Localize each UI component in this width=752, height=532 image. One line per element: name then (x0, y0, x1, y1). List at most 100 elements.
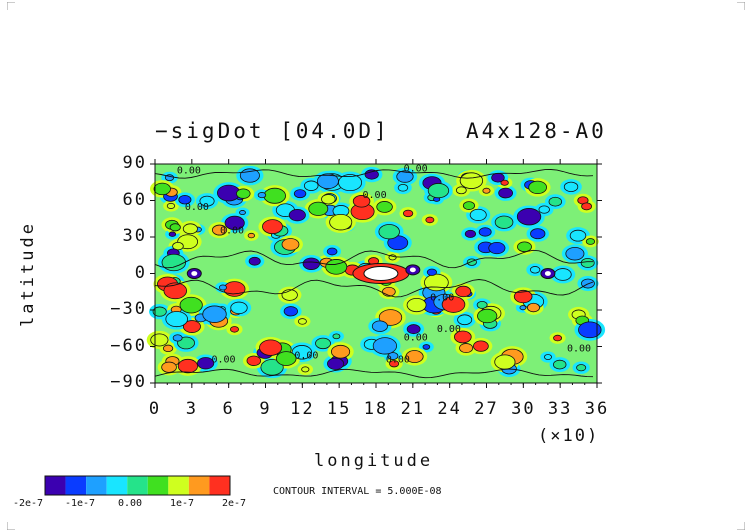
contour-label: 0.00 (430, 292, 454, 303)
colorbar-frame (44, 475, 231, 496)
y-tick-label: 30 (122, 226, 147, 246)
contour-blob (236, 188, 251, 199)
contour-blob (578, 321, 602, 339)
colorbar-swatch (147, 476, 169, 495)
contour-blob (553, 334, 563, 342)
contour-label: 0.00 (404, 163, 428, 174)
contour-blob (211, 224, 228, 236)
colorbar-swatch (65, 476, 87, 495)
contour-blob (426, 268, 437, 276)
contour-blob (517, 241, 532, 253)
contour-blob (569, 229, 587, 242)
contour-blob (182, 223, 198, 235)
x-tick-label: 12 (290, 399, 315, 419)
contour-blob (406, 324, 421, 335)
contour-blob (275, 351, 297, 366)
x-tick-label: 24 (437, 399, 462, 419)
contour-blob (519, 305, 527, 311)
contour-blob (326, 247, 338, 256)
chart-title-right: A4x128-A0 (466, 119, 607, 143)
contour-label: 0.00 (437, 324, 461, 335)
colorbar-label: 0.00 (117, 498, 143, 509)
contour-blob (172, 241, 184, 251)
colorbar-swatch (106, 476, 128, 495)
contour-blob (494, 215, 514, 229)
contour-blob (478, 227, 492, 237)
equatorial-max-core (363, 266, 399, 281)
contour-blob (462, 201, 476, 210)
contour-blob (329, 214, 353, 231)
y-tick-label: −60 (110, 335, 147, 356)
contour-blob (455, 186, 467, 195)
contour-blob (364, 169, 379, 180)
contour-blob (172, 334, 183, 342)
contour-blob (248, 256, 261, 266)
contour-blob (331, 344, 351, 359)
contour-blob (178, 195, 192, 205)
contour-blob (262, 219, 283, 235)
contour-blob (169, 223, 181, 232)
contour-blob (168, 231, 177, 237)
contour-blob (526, 302, 541, 313)
contour-blob (163, 282, 188, 300)
contour-blob (197, 357, 215, 370)
contour-blob (548, 196, 563, 207)
contour-blob (182, 320, 201, 333)
contour-blob (397, 183, 409, 192)
contour-blob (199, 195, 215, 207)
contour-label: 0.00 (185, 202, 209, 213)
equatorial-min-core (544, 271, 551, 276)
x-axis-label: longitude (314, 451, 434, 471)
colorbar-label: 1e-7 (169, 498, 195, 509)
x-tick-label: 21 (400, 399, 426, 419)
contour-blob (288, 209, 306, 222)
chart-title-left: −sigDot [04.0D] (155, 119, 390, 143)
contour-blob (387, 352, 399, 360)
contour-blob (179, 296, 203, 314)
zero-contour-north (154, 169, 594, 179)
contour-blob (469, 208, 487, 221)
x-tick-label: 33 (547, 399, 573, 419)
contour-blob (477, 308, 498, 324)
contour-blob (530, 228, 546, 240)
contour-blob (581, 202, 592, 211)
x-tick-label: 15 (326, 399, 352, 419)
colorbar-swatch (86, 476, 107, 495)
contour-interval-text: CONTOUR INTERVAL = 5.000E-08 (273, 486, 442, 497)
y-tick-label: 60 (122, 189, 147, 210)
y-tick-label: 90 (122, 153, 147, 173)
contour-blob (372, 337, 398, 355)
contour-blob (553, 359, 567, 370)
contour-blob (246, 355, 262, 366)
y-tick-label: −30 (110, 299, 147, 319)
zero-contour-tropics-south (154, 279, 594, 298)
contour-blob (396, 170, 414, 183)
contour-blob (163, 344, 174, 353)
contour-blob (376, 201, 393, 213)
contour-blob (476, 300, 488, 309)
contour-blob (563, 181, 579, 193)
colorbar-swatch (45, 476, 66, 495)
contour-blob (482, 187, 491, 194)
contour-blob (293, 189, 307, 199)
contour-blob (464, 229, 476, 238)
contour-blob (177, 358, 198, 374)
contour-blob (580, 257, 595, 268)
contour-blob (402, 209, 414, 218)
contour-label: 0.00 (294, 351, 318, 362)
contour-blob (315, 337, 331, 350)
zero-contour-south (154, 368, 594, 379)
colorbar-label: -1e-7 (64, 498, 96, 509)
contour-blob (239, 210, 246, 216)
contour-blob (538, 205, 550, 214)
contour-blob (371, 320, 388, 332)
contour-blob (153, 182, 171, 196)
contour-blob (257, 192, 267, 199)
contour-blob (565, 246, 585, 261)
x-scale-note: (×10) (538, 426, 600, 446)
contour-blob (202, 305, 227, 323)
contour-blob (441, 296, 466, 313)
y-tick-label: −90 (110, 372, 147, 392)
contour-blob (321, 194, 336, 205)
